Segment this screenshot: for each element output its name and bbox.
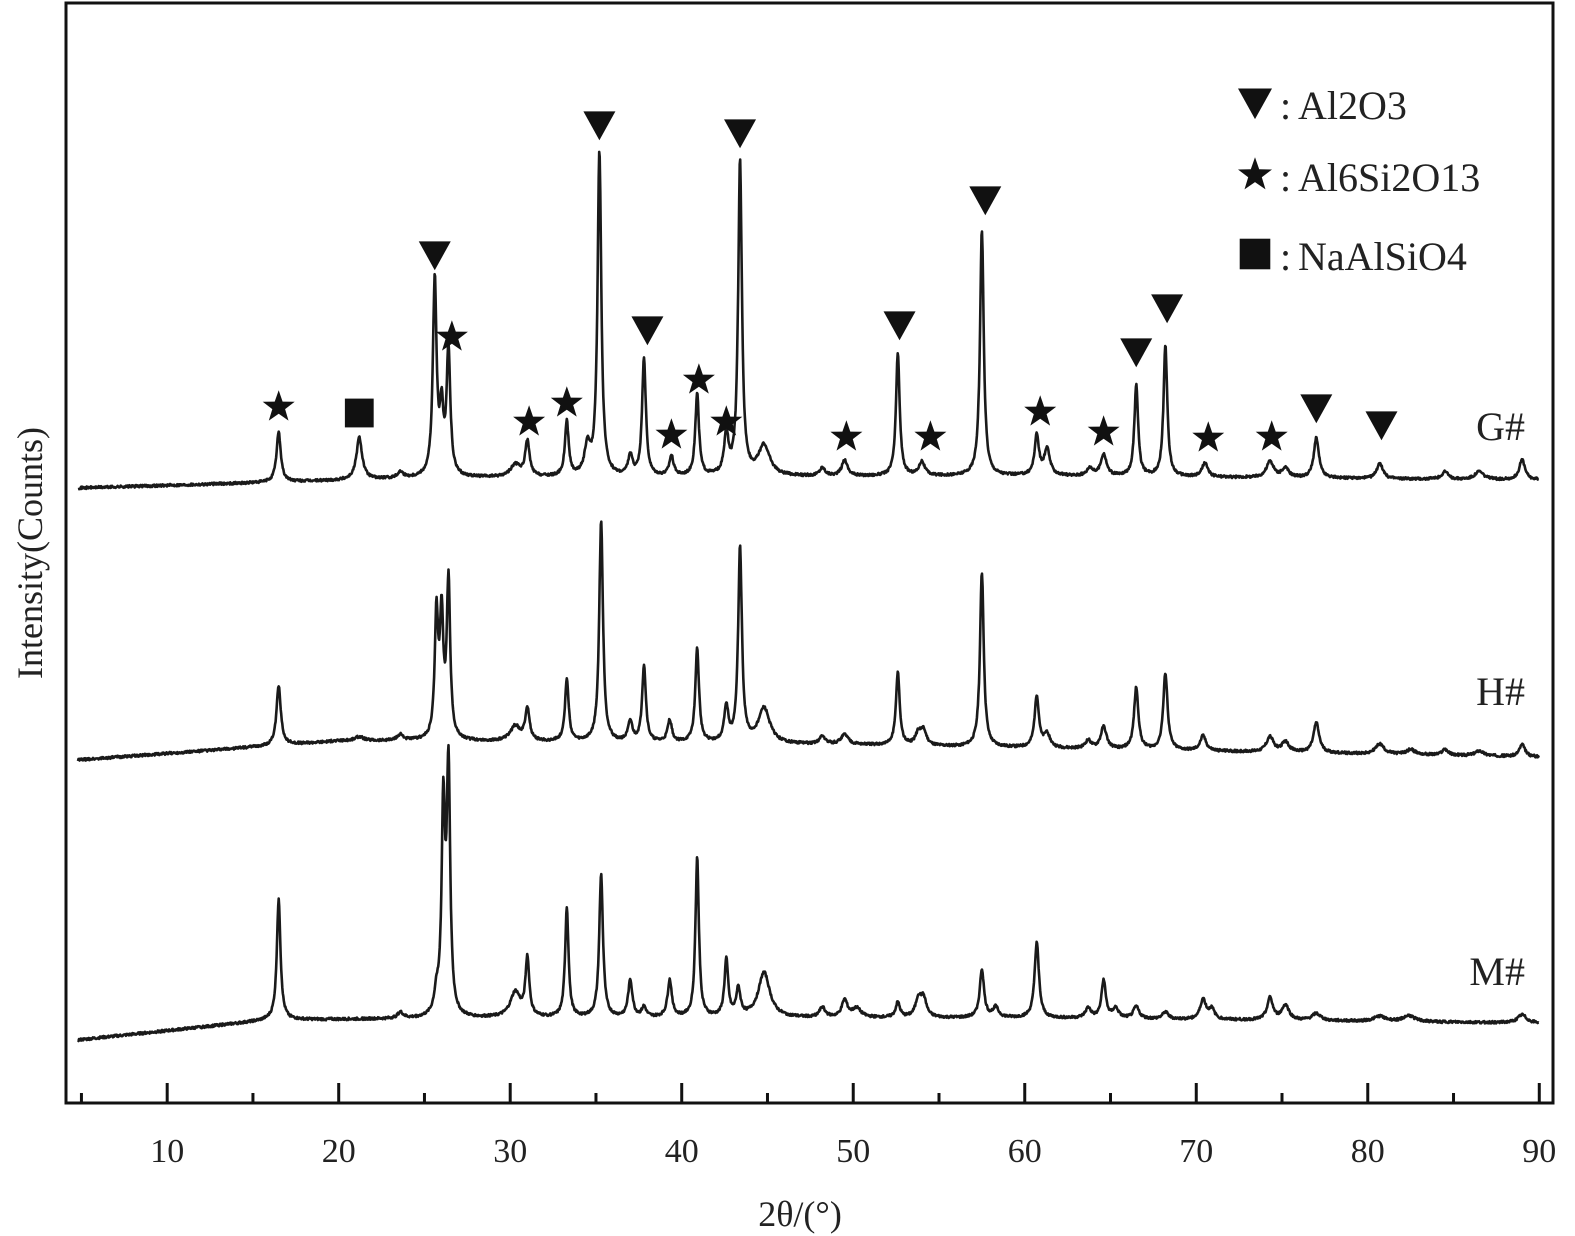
trace-m (77, 743, 1540, 1043)
triangle-marker (1151, 294, 1184, 324)
triangle-marker (631, 316, 664, 346)
x-axis-ticks: 10 20 30 40 50 60 70 80 90 (79, 1083, 1556, 1170)
star-marker (655, 418, 688, 449)
x-tick-label: 80 (1351, 1133, 1385, 1170)
star-marker (914, 420, 947, 451)
x-tick-label: 70 (1179, 1133, 1213, 1170)
triangle-marker (969, 186, 1002, 216)
x-tick-label: 20 (322, 1133, 356, 1170)
star-marker (830, 420, 863, 451)
plot-frame (64, 1, 1555, 1105)
triangle-marker (883, 311, 916, 341)
legend-label-al6si2o13: Al6Si2O13 (1298, 155, 1480, 200)
x-tick-label: 60 (1008, 1133, 1042, 1170)
legend-star-icon (1238, 157, 1272, 190)
triangle-marker (1365, 411, 1398, 441)
legend-square-icon (1239, 238, 1271, 270)
triangle-marker (583, 111, 616, 141)
legend-separator: : (1280, 234, 1291, 279)
legend-separator: : (1280, 155, 1291, 200)
star-marker (513, 405, 546, 436)
square-marker (344, 398, 374, 428)
legend-triangle-icon (1238, 88, 1272, 120)
legend: : Al2O3 : Al6Si2O13 : NaAlSiO4 (1238, 83, 1480, 279)
series-label: M# (1469, 949, 1525, 994)
x-tick-label: 90 (1522, 1133, 1556, 1170)
star-marker (550, 386, 583, 417)
x-tick-label: 50 (836, 1133, 870, 1170)
legend-label-al2o3: Al2O3 (1298, 83, 1407, 128)
x-tick-label: 40 (665, 1133, 699, 1170)
trace-g (77, 150, 1540, 491)
triangle-marker (1300, 394, 1333, 424)
series-label: G# (1476, 404, 1525, 449)
star-marker (1024, 395, 1057, 426)
legend-icons (1238, 88, 1272, 270)
star-marker (1087, 415, 1120, 446)
legend-label-naalsio4: NaAlSiO4 (1298, 234, 1467, 279)
traces (76, 150, 1541, 1043)
legend-separator: : (1280, 83, 1291, 128)
x-tick-label: 10 (150, 1133, 184, 1170)
x-axis-title: 2θ/(°) (758, 1194, 842, 1234)
trace-h (76, 520, 1541, 762)
triangle-marker (1120, 338, 1153, 368)
triangle-marker (418, 241, 451, 271)
x-tick-label: 30 (493, 1133, 527, 1170)
star-marker (1192, 421, 1225, 452)
phase-markers (262, 111, 1398, 452)
star-marker (682, 363, 715, 394)
triangle-marker (724, 119, 757, 149)
star-marker (1255, 420, 1288, 451)
star-marker (262, 390, 295, 421)
y-axis-title: Intensity(Counts) (10, 427, 50, 679)
star-marker (435, 320, 468, 351)
series-label: H# (1476, 669, 1525, 714)
star-marker (710, 405, 743, 436)
series-labels: G# H# M# (1469, 404, 1525, 994)
